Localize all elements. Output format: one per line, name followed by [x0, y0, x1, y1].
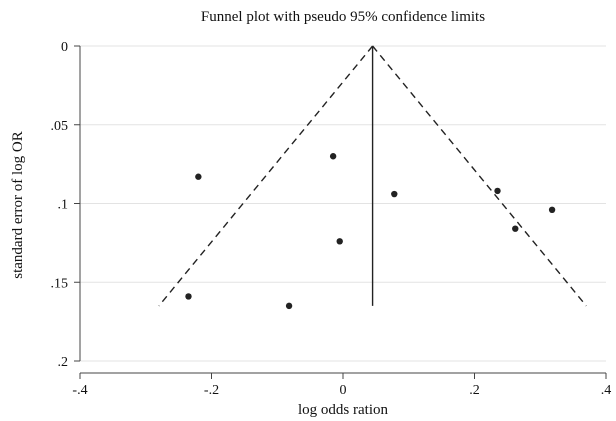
chart-title: Funnel plot with pseudo 95% confidence l… [201, 9, 485, 25]
upper-confidence-limit-line [372, 45, 587, 307]
x-tick-label: -.2 [204, 383, 219, 398]
study-point [548, 206, 556, 213]
x-tick-label: .2 [469, 383, 480, 398]
y-tick-label: .05 [51, 119, 69, 134]
y-tick-label: .2 [58, 355, 69, 370]
study-point [336, 238, 343, 245]
study-point [329, 153, 337, 160]
x-tick-label: .4 [601, 383, 612, 398]
study-point [512, 225, 519, 232]
funnel-lines [158, 45, 587, 307]
y-tick-label: 0 [61, 40, 68, 55]
y-tick-label: .1 [58, 198, 69, 213]
y-axis-label: standard error of log OR [10, 131, 26, 278]
study-point [185, 293, 192, 300]
x-axis-label: log odds ration [298, 402, 388, 418]
study-point [494, 187, 501, 195]
axes: 0.05.1.15.2-.4 -.2 0.2.4 [51, 40, 612, 398]
grid-lines [80, 45, 606, 362]
study-point [285, 302, 293, 310]
study-point [391, 190, 398, 198]
x-tick-label: 0 [340, 383, 347, 398]
y-tick-label: .15 [51, 276, 69, 291]
study-point [195, 173, 202, 180]
lower-confidence-limit-line [158, 45, 374, 307]
x-tick-label: -.4 [72, 383, 87, 398]
data-points [185, 153, 556, 310]
